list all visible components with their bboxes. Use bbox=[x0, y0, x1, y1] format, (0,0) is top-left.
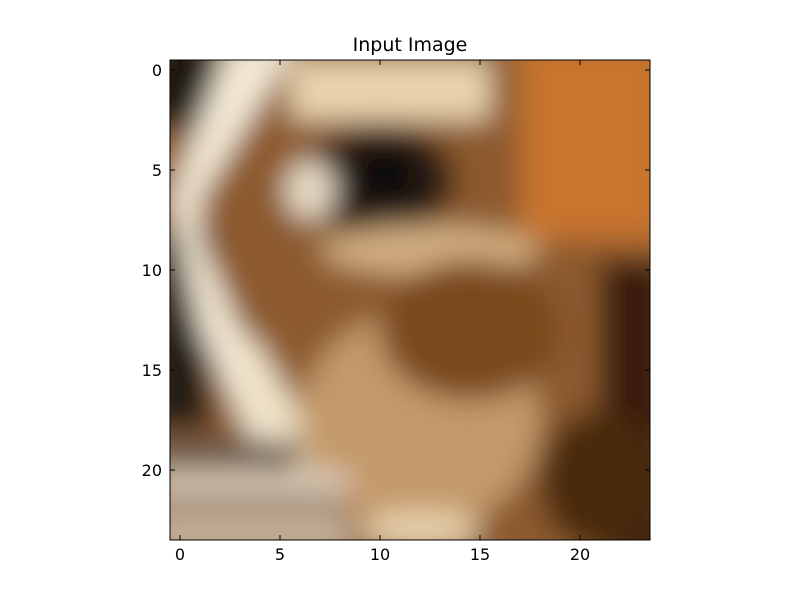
y-tick-label: 5 bbox=[152, 161, 162, 180]
axis-ticks bbox=[170, 60, 650, 540]
x-tick-label: 10 bbox=[370, 545, 390, 564]
x-tick-label: 5 bbox=[275, 545, 285, 564]
x-tick-label: 15 bbox=[470, 545, 490, 564]
y-tick-label: 15 bbox=[142, 361, 162, 380]
x-tick-labels: 0 5 10 15 20 bbox=[175, 545, 590, 564]
x-tick-label: 0 bbox=[175, 545, 185, 564]
photo-image bbox=[170, 60, 650, 540]
axes-frame bbox=[169, 59, 651, 541]
y-tick-label: 0 bbox=[152, 61, 162, 80]
y-tick-label: 10 bbox=[142, 261, 162, 280]
plot-title: Input Image bbox=[352, 34, 468, 56]
x-tick-label: 20 bbox=[570, 545, 590, 564]
y-tick-label: 20 bbox=[142, 461, 162, 480]
y-tick-labels: 0 5 10 15 20 bbox=[142, 61, 162, 480]
